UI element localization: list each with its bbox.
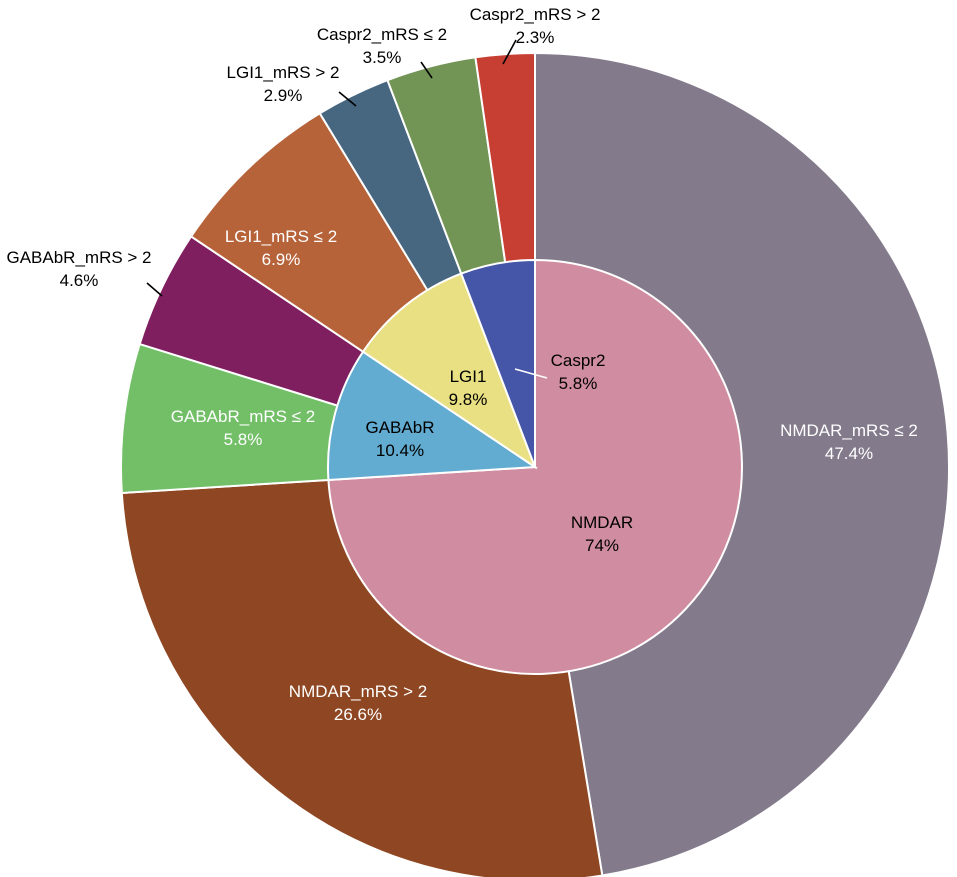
outer-label-nmdar-mrs-le-2: NMDAR_mRS ≤ 2 47.4%: [780, 421, 918, 463]
outer-label-caspr2-mrs-le-2: Caspr2_mRS ≤ 2 3.5%: [317, 25, 447, 67]
outer-label-lgi1-mrs-gt-2: LGI1_mRS > 2 2.9%: [227, 63, 340, 105]
inner-label-nmdar: NMDAR 74%: [571, 513, 633, 555]
outer-leader-lgi1-mrs-gt-2: [338, 91, 357, 107]
outer-leader-caspr2-mrs-le-2: [420, 61, 433, 79]
inner-label-caspr2: Caspr2 5.8%: [551, 351, 606, 393]
outer-label-gababr-mrs-le-2: GABAbR_mRS ≤ 2 5.8%: [171, 407, 315, 449]
outer-leader-caspr2-mrs-gt-2: [502, 39, 517, 65]
outer-label-gababr-mrs-gt-2: GABAbR_mRS > 2 4.6%: [6, 248, 151, 290]
inner-label-lgi1: LGI1 9.8%: [449, 367, 488, 409]
outer-leader-gababr-mrs-gt-2: [146, 282, 163, 297]
outer-label-caspr2-mrs-gt-2: Caspr2_mRS > 2 2.3%: [470, 5, 601, 47]
inner-label-gababr: GABAbR 10.4%: [366, 418, 435, 460]
inner-slice-caspr2: [459, 258, 536, 468]
inner-slice-lgi1: [361, 272, 538, 470]
outer-label-lgi1-mrs-le-2: LGI1_mRS ≤ 2 6.9%: [225, 227, 337, 269]
inner-leader-caspr2: [514, 368, 548, 379]
inner-slice-gababr: [327, 350, 539, 482]
outer-label-nmdar-mrs-gt-2: NMDAR_mRS > 2 26.6%: [289, 682, 427, 724]
slice-labels: NMDAR_mRS ≤ 2 47.4% NMDAR_mRS > 2 26.6% GABA…: [6, 5, 917, 724]
leader-lines: [146, 39, 548, 379]
inner-ring: [327, 258, 743, 675]
